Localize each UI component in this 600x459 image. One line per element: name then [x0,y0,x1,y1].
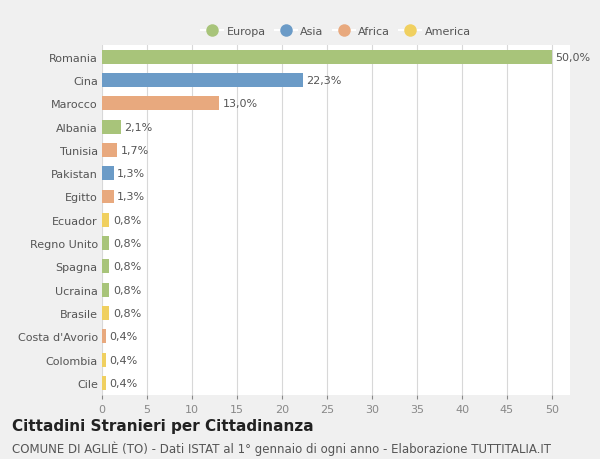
Text: Cittadini Stranieri per Cittadinanza: Cittadini Stranieri per Cittadinanza [12,418,314,433]
Bar [102,283,109,297]
Text: 1,7%: 1,7% [121,146,149,156]
Bar [102,330,106,344]
Bar [102,74,303,88]
Text: 0,8%: 0,8% [113,308,141,319]
Bar [102,353,106,367]
Bar [102,236,109,251]
Text: 0,8%: 0,8% [113,285,141,295]
Text: 13,0%: 13,0% [223,99,258,109]
Bar [102,97,219,111]
Text: 0,4%: 0,4% [109,331,137,341]
Text: 1,3%: 1,3% [118,192,145,202]
Text: 22,3%: 22,3% [307,76,341,86]
Bar [102,167,114,181]
Bar [102,376,106,390]
Bar [102,144,118,157]
Bar [102,260,109,274]
Text: 0,8%: 0,8% [113,239,141,249]
Text: 2,1%: 2,1% [125,122,153,132]
Text: 0,8%: 0,8% [113,215,141,225]
Bar [102,120,121,134]
Bar [102,50,552,65]
Legend: Europa, Asia, Africa, America: Europa, Asia, Africa, America [201,27,471,37]
Text: 0,4%: 0,4% [109,378,137,388]
Bar [102,306,109,320]
Bar [102,190,114,204]
Text: 50,0%: 50,0% [556,52,591,62]
Text: 1,3%: 1,3% [118,169,145,179]
Text: 0,4%: 0,4% [109,355,137,365]
Bar [102,213,109,227]
Text: COMUNE DI AGLIÈ (TO) - Dati ISTAT al 1° gennaio di ogni anno - Elaborazione TUTT: COMUNE DI AGLIÈ (TO) - Dati ISTAT al 1° … [12,441,551,455]
Text: 0,8%: 0,8% [113,262,141,272]
